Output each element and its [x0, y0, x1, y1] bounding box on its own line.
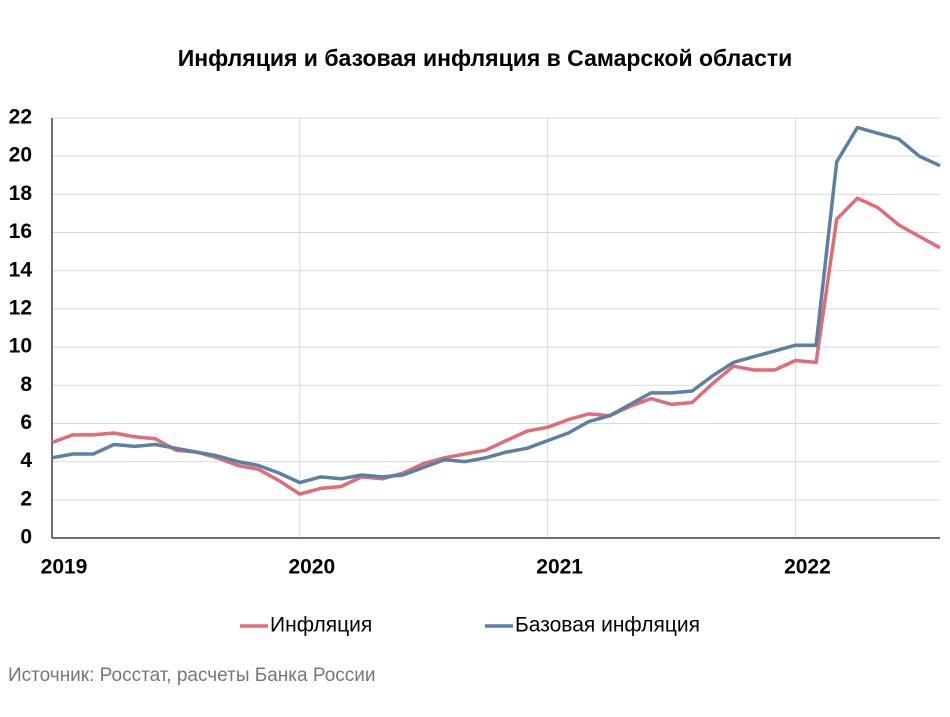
legend-label: Инфляция: [270, 614, 372, 637]
x-tick-label: 2021: [536, 556, 583, 579]
y-tick-label: 18: [9, 182, 33, 205]
y-tick-label: 16: [9, 220, 32, 243]
y-tick-label: 20: [9, 144, 32, 167]
source-note: Источник: Росстат, расчеты Банка России: [8, 665, 376, 686]
legend-label: Базовая инфляция: [515, 614, 700, 637]
y-tick-label: 0: [20, 526, 32, 549]
chart-title: Инфляция и базовая инфляция в Самарской …: [178, 45, 793, 71]
y-tick-label: 8: [20, 373, 32, 396]
line-series: [51, 125, 941, 485]
y-tick-label: 4: [20, 449, 32, 472]
y-tick-label: 12: [9, 296, 32, 319]
x-tick-label: 2022: [784, 556, 831, 579]
y-tick-label: 6: [20, 411, 32, 434]
x-tick-label: 2020: [288, 556, 335, 579]
y-tick-label: 22: [9, 106, 32, 129]
y-tick-label: 2: [20, 487, 32, 510]
x-tick-label: 2019: [41, 556, 88, 579]
y-tick-label: 14: [9, 258, 33, 281]
y-tick-label: 10: [9, 335, 32, 358]
